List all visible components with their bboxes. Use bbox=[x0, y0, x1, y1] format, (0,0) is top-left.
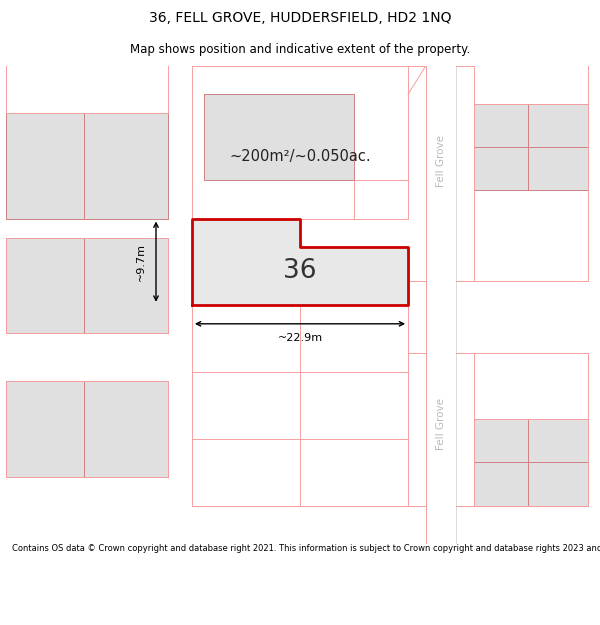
Bar bbox=[204, 94, 354, 181]
Text: ~9.7m: ~9.7m bbox=[136, 242, 146, 281]
Text: 36, FELL GROVE, HUDDERSFIELD, HD2 1NQ: 36, FELL GROVE, HUDDERSFIELD, HD2 1NQ bbox=[149, 11, 451, 26]
Bar bbox=[6, 114, 84, 219]
Text: Fell Grove: Fell Grove bbox=[436, 135, 446, 188]
Bar bbox=[84, 381, 168, 477]
Text: Map shows position and indicative extent of the property.: Map shows position and indicative extent… bbox=[130, 42, 470, 56]
Polygon shape bbox=[192, 219, 408, 304]
Bar bbox=[6, 381, 84, 477]
Bar bbox=[6, 238, 84, 333]
Text: 36: 36 bbox=[283, 258, 317, 284]
Text: ~22.9m: ~22.9m bbox=[277, 333, 323, 343]
Bar bbox=[474, 419, 588, 506]
Bar bbox=[84, 238, 168, 333]
Bar bbox=[84, 114, 168, 219]
Text: Fell Grove: Fell Grove bbox=[436, 398, 446, 450]
Text: ~200m²/~0.050ac.: ~200m²/~0.050ac. bbox=[229, 149, 371, 164]
Text: Contains OS data © Crown copyright and database right 2021. This information is : Contains OS data © Crown copyright and d… bbox=[12, 544, 600, 552]
Bar bbox=[474, 104, 588, 190]
